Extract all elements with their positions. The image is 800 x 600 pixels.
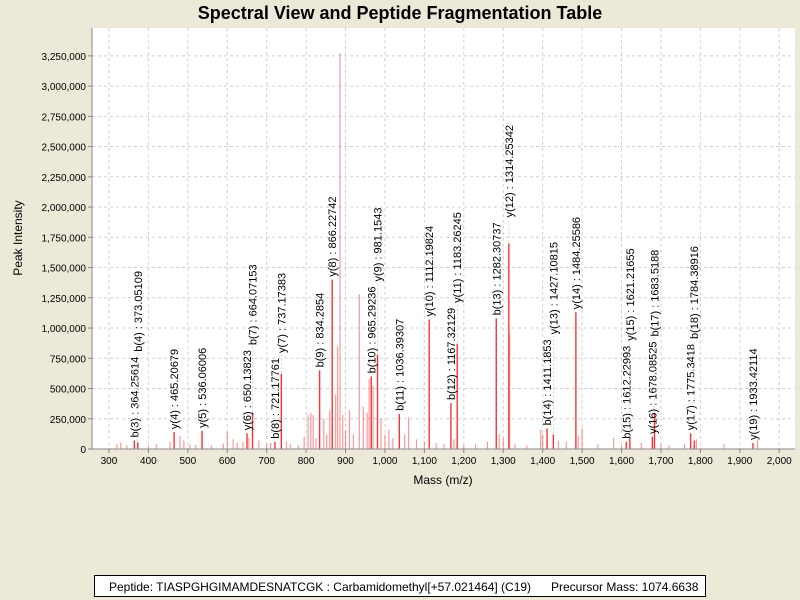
peak-label: b(13) : 1282.30737 — [491, 222, 503, 315]
y-tick-label: 2,750,000 — [42, 112, 87, 123]
y-tick-label: 1,250,000 — [42, 294, 87, 305]
peak-label: y(13) : 1427.10815 — [548, 242, 560, 334]
y-tick-label: 2,250,000 — [42, 173, 87, 184]
peak-label: b(15) : 1612.22993 — [621, 346, 633, 439]
peak-label: y(14) : 1484.25586 — [571, 217, 583, 309]
y-axis-label: Peak Intensity — [11, 200, 25, 275]
y-tick-label: 500,000 — [50, 385, 87, 396]
x-tick-label: 1,500 — [570, 456, 595, 467]
x-tick-label: 1,300 — [491, 456, 516, 467]
peak-label: b(12) : 1167.32129 — [446, 308, 458, 400]
peak-label: y(7) : 737.17383 — [276, 273, 288, 353]
x-tick-label: 1,200 — [451, 456, 476, 467]
x-tick-label: 1,900 — [727, 456, 752, 467]
peak-label: b(14) : 1411.1853 — [542, 339, 554, 425]
x-tick-label: 300 — [101, 456, 118, 467]
peptide-text: Peptide: TIASPGHGIMAMDESNATCGK : Carbami… — [109, 580, 532, 594]
peak-label: b(18) : 1784.38916 — [689, 246, 701, 339]
x-tick-label: 1,000 — [372, 456, 397, 467]
x-tick-label: 500 — [179, 456, 196, 467]
peak-label: y(15) : 1621.21655 — [625, 248, 637, 340]
x-tick-label: 2,000 — [767, 456, 792, 467]
axes: 300 400 500 600 700 800 900 1,000 1,100 1,200 1,30… — [42, 28, 795, 467]
x-tick-label: 1,800 — [688, 456, 713, 467]
peak-label: y(6) : 650.13823 — [242, 350, 254, 430]
peak-label: y(5) : 536.06006 — [197, 348, 209, 428]
precursor-mass-text: Precursor Mass: 1074.6638 — [551, 580, 699, 594]
x-tick-label: 1,600 — [609, 456, 634, 467]
x-tick-label: 400 — [140, 456, 157, 467]
y-tick-label: 2,000,000 — [42, 203, 87, 214]
peak-label: y(11) : 1183.26245 — [452, 212, 464, 303]
y-tick-label: 0 — [80, 445, 86, 456]
y-tick-label: 3,000,000 — [42, 82, 87, 93]
y-tick-label: 1,000,000 — [42, 324, 87, 335]
y-tick-label: 750,000 — [50, 354, 87, 365]
peak-label: y(4) : 465.20679 — [169, 349, 181, 429]
peaks — [116, 53, 759, 449]
x-tick-label: 1,400 — [530, 456, 555, 467]
y-tick-label: 3,250,000 — [42, 52, 87, 63]
peak-label: b(7) : 664.07153 — [247, 264, 259, 345]
peak-label: b(4) : 373.05109 — [133, 271, 145, 352]
peak-label: b(9) : 834.2854 — [315, 293, 327, 368]
x-axis-label: Mass (m/z) — [413, 473, 472, 487]
plot-area — [92, 28, 795, 449]
legend-box: Peptide: TIASPGHGIMAMDESNATCGK : Carbami… — [94, 575, 706, 597]
peak-label: y(12) : 1314.25342 — [504, 125, 516, 217]
y-tick-label: 250,000 — [50, 415, 87, 426]
y-tick-label: 2,500,000 — [42, 143, 87, 154]
x-tick-label: 700 — [258, 456, 275, 467]
peak-label: b(11) : 1036.39307 — [394, 319, 406, 411]
x-tick-label: 600 — [219, 456, 236, 467]
y-tick-label: 1,500,000 — [42, 264, 87, 275]
spectrum-chart: b(3) : 364.25614 b(4) : 373.05109 y(4) : 4… — [11, 28, 795, 487]
peak-label: y(17) : 1775.3418 — [686, 344, 698, 430]
peak-label: b(8) : 721.17761 — [270, 358, 282, 439]
peak-label: y(8) : 866.22742 — [327, 197, 339, 277]
peak-labels: b(3) : 364.25614 b(4) : 373.05109 y(4) : 4… — [129, 125, 760, 442]
peak-label: y(9) : 981.1543 — [373, 208, 385, 282]
peak-label: b(10) : 965.29236 — [366, 287, 378, 374]
x-tick-label: 1,700 — [648, 456, 673, 467]
peak-label: y(16) : 1678.08525 — [647, 342, 659, 434]
grid — [92, 28, 795, 450]
peak-label: b(17) : 1683.5188 — [649, 250, 661, 337]
peak-label: b(3) : 364.25614 — [129, 357, 141, 438]
x-tick-label: 1,100 — [412, 456, 437, 467]
y-tick-label: 1,750,000 — [42, 233, 87, 244]
x-tick-label: 900 — [337, 456, 354, 467]
peak-label: y(10) : 1112.19824 — [424, 226, 436, 317]
chart-title: Spectral View and Peptide Fragmentation … — [197, 3, 603, 23]
x-tick-label: 800 — [298, 456, 315, 467]
peak-label: y(19) : 1933.42114 — [748, 348, 760, 440]
